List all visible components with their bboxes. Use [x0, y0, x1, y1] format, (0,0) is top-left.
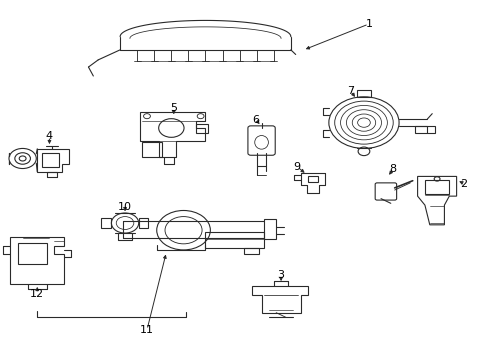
Text: 4: 4 [46, 131, 53, 141]
Text: 7: 7 [346, 86, 354, 96]
Text: 9: 9 [293, 162, 300, 172]
Text: 10: 10 [118, 202, 132, 212]
Bar [424, 180, 448, 194]
Bar [42, 153, 59, 167]
Bar [356, 90, 370, 97]
Text: 3: 3 [277, 270, 284, 280]
Bar [307, 176, 317, 182]
Text: 2: 2 [459, 179, 467, 189]
Text: 5: 5 [170, 103, 177, 113]
Text: 6: 6 [252, 115, 259, 125]
Bar [414, 126, 434, 134]
Bar [18, 243, 47, 264]
Text: 11: 11 [140, 325, 154, 335]
Text: 8: 8 [389, 164, 396, 174]
Bar [264, 220, 276, 239]
Bar [142, 142, 161, 157]
Text: 1: 1 [365, 19, 371, 29]
Bar [195, 125, 207, 134]
Text: 12: 12 [30, 289, 44, 299]
Bar [244, 248, 259, 253]
Bar [205, 232, 264, 248]
